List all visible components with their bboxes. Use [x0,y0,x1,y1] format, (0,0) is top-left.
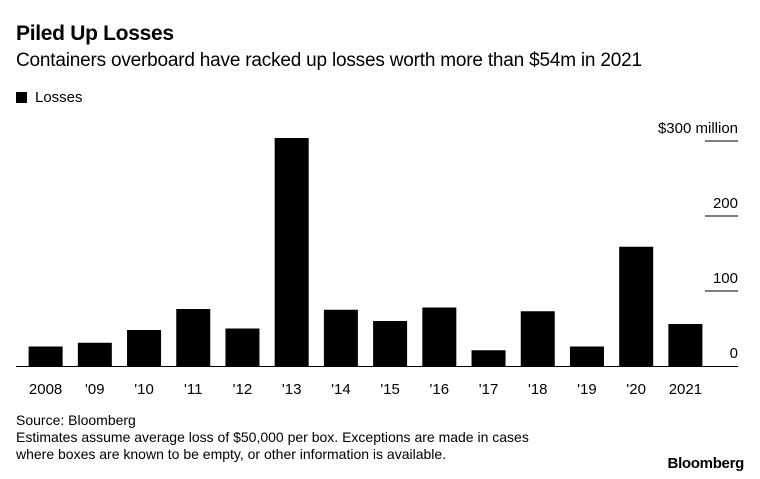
bar-7 [373,321,408,366]
legend-swatch [16,92,27,103]
y-tick-label-200: 200 [713,195,738,212]
bar-6 [323,309,358,366]
x-tick-label-8: '16 [430,381,450,398]
y-tick-label-300: $300 million [658,120,738,137]
x-tick-label-7: '15 [380,381,400,398]
y-tick-label-100: 100 [713,270,738,287]
x-tick-label-5: '13 [282,381,302,398]
bar-11 [569,346,604,366]
bar-9 [471,350,506,366]
bar-0 [28,346,63,366]
x-tick-label-13: 2021 [669,381,702,398]
x-tick-label-9: '17 [479,381,499,398]
x-tick-label-1: '09 [85,381,105,398]
x-tick-label-0: 2008 [29,381,62,398]
chart-title: Piled Up Losses [16,22,174,45]
bar-3 [176,309,211,366]
bar-8 [422,307,457,366]
x-tick-label-4: '12 [233,381,253,398]
x-tick-label-11: '19 [577,381,597,398]
y-tick-label-0: 0 [730,345,738,362]
x-tick-label-6: '14 [331,381,351,398]
bar-5 [274,138,309,366]
x-tick-label-2: '10 [134,381,154,398]
bar-10 [520,311,555,366]
bar-1 [77,342,112,366]
chart-subtitle: Containers overboard have racked up loss… [16,50,642,71]
bar-2 [127,330,162,366]
bar-13 [668,324,703,366]
source-note: Source: Bloomberg [16,412,136,428]
x-tick-label-10: '18 [528,381,548,398]
methodology-note-line1: Estimates assume average loss of $50,000… [16,429,529,445]
legend: Losses [16,89,83,106]
x-tick-label-3: '11 [184,381,202,398]
bloomberg-logo: Bloomberg [667,455,745,472]
legend-label: Losses [35,89,83,106]
bar-12 [619,246,654,366]
x-tick-label-12: '20 [626,381,646,398]
bar-4 [225,328,260,366]
footer: Source: Bloomberg Estimates assume avera… [16,412,529,463]
methodology-note-line2: where boxes are known to be empty, or ot… [16,446,447,462]
